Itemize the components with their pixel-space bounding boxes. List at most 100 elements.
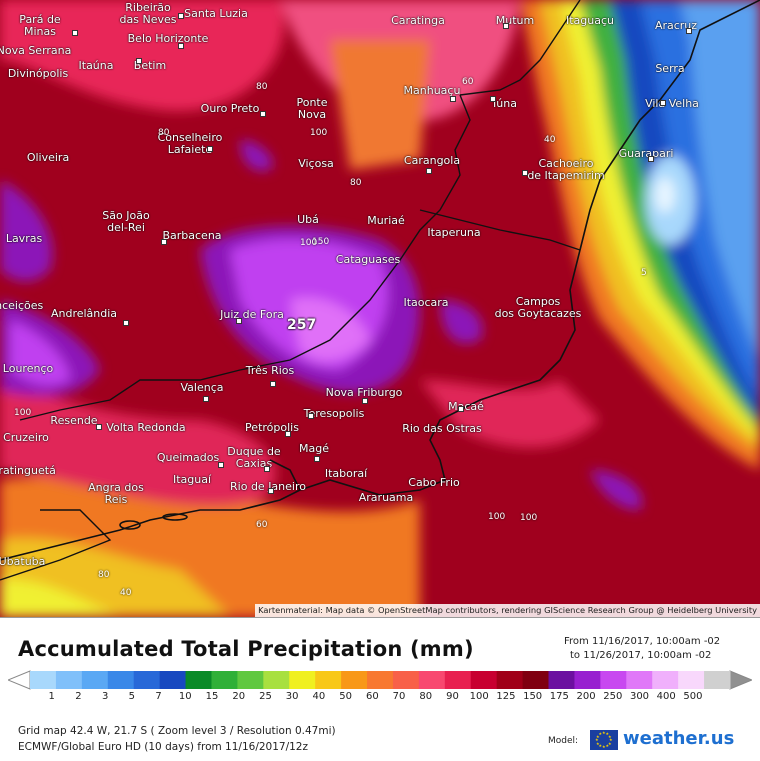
city-marker bbox=[218, 462, 224, 468]
city-marker bbox=[270, 381, 276, 387]
city-label: Nova Friburgo bbox=[325, 386, 403, 399]
eu-star-icon: ★ bbox=[602, 744, 606, 749]
city-label: Ponte Nova bbox=[296, 96, 328, 121]
color-scale-bar bbox=[8, 670, 752, 690]
scale-swatch bbox=[55, 671, 83, 689]
eu-star-icon: ★ bbox=[605, 743, 610, 749]
city-marker bbox=[268, 488, 274, 494]
city-marker bbox=[308, 413, 314, 419]
city-label: Pará de Minas bbox=[19, 13, 61, 38]
city-label: Cachoeiro de Itapemirim bbox=[527, 157, 605, 182]
city-label: Três Rios bbox=[245, 364, 295, 377]
city-marker bbox=[426, 168, 432, 174]
eu-star-icon: ★ bbox=[598, 743, 603, 749]
city-label: Vila Velha bbox=[645, 97, 699, 110]
scale-tick-label: 100 bbox=[469, 691, 489, 702]
city-label: Serra bbox=[655, 62, 685, 75]
city-marker bbox=[207, 146, 213, 152]
scale-swatch bbox=[496, 671, 524, 689]
city-label: Resende bbox=[50, 414, 98, 427]
scale-tick-label: 20 bbox=[232, 691, 246, 702]
scale-tick-label: 7 bbox=[155, 691, 162, 702]
city-label: Volta Redonda bbox=[106, 421, 186, 434]
city-label: São João del-Rei bbox=[102, 209, 150, 234]
scale-tick-label: 400 bbox=[656, 691, 676, 702]
scale-tick-label: 25 bbox=[259, 691, 272, 702]
scale-swatch bbox=[392, 671, 420, 689]
city-marker bbox=[236, 318, 242, 324]
city-marker bbox=[686, 28, 692, 34]
scale-swatch bbox=[548, 671, 575, 689]
city-marker bbox=[203, 396, 209, 402]
city-label: Ribeirão das Neves bbox=[119, 1, 177, 26]
eu-star-icon: ★ bbox=[608, 740, 612, 746]
city-label: Rio de Janeiro bbox=[230, 480, 306, 493]
contour-label: 40 bbox=[544, 135, 556, 145]
city-label: Andrelândia bbox=[50, 307, 118, 320]
scale-swatch bbox=[159, 671, 187, 689]
city-label: Mutum bbox=[495, 14, 535, 27]
city-label: Manhuaçu bbox=[403, 84, 461, 97]
scale-tick-label: 5 bbox=[128, 691, 136, 702]
scale-tick-label: 40 bbox=[312, 691, 326, 702]
scale-tick-label: 125 bbox=[496, 691, 516, 702]
eu-star-icon: ★ bbox=[595, 737, 599, 742]
city-marker bbox=[178, 13, 184, 19]
eu-star-icon: ★ bbox=[602, 730, 606, 735]
contour-label: 60 bbox=[462, 77, 474, 87]
contour-label: 100 bbox=[310, 128, 328, 138]
scale-swatch bbox=[185, 671, 212, 689]
city-label: Angra dos Reis bbox=[88, 481, 144, 506]
scale-tick-label: 50 bbox=[339, 691, 352, 702]
city-marker bbox=[314, 456, 320, 462]
city-marker bbox=[123, 320, 129, 326]
contour-label: 40 bbox=[120, 588, 132, 598]
scale-swatch bbox=[237, 671, 264, 689]
contour-label: 80 bbox=[158, 128, 170, 138]
scale-swatch bbox=[626, 671, 653, 689]
weather-us-logo[interactable]: weather.us bbox=[623, 728, 735, 749]
eu-star-icon: ★ bbox=[595, 740, 600, 746]
scale-tick-label: 30 bbox=[285, 691, 299, 702]
scale-swatch bbox=[315, 671, 342, 689]
city-marker bbox=[285, 431, 291, 437]
date-to: to 11/26/2017, 10:00am -02 bbox=[570, 650, 712, 661]
city-label: Iúna bbox=[493, 97, 517, 110]
scale-swatch bbox=[289, 671, 316, 689]
city-label: Conceições bbox=[0, 299, 44, 312]
city-label: Itaocara bbox=[403, 296, 449, 309]
contour-label: 150 bbox=[312, 237, 330, 247]
scale-swatch bbox=[367, 671, 394, 689]
scale-swatch bbox=[81, 671, 109, 689]
contour-label: 5 bbox=[641, 268, 647, 278]
city-label: Viçosa bbox=[298, 157, 334, 170]
precipitation-map[interactable]: Pará de Minas Ribeirão das Neves Santa Luzia… bbox=[0, 0, 760, 617]
scale-swatch bbox=[341, 671, 368, 689]
city-marker bbox=[648, 156, 654, 162]
contour-label: 100 bbox=[488, 512, 506, 522]
city-label: Petrópolis bbox=[245, 421, 299, 434]
city-label: Itaguaçu bbox=[565, 14, 615, 27]
scale-tick-label: 200 bbox=[576, 691, 596, 702]
contour-label: 80 bbox=[98, 570, 110, 580]
scale-tick-label: 80 bbox=[419, 691, 433, 702]
city-label: Valença bbox=[180, 381, 224, 394]
city-label: Cataguases bbox=[335, 253, 401, 266]
city-label: Rio das Ostras bbox=[402, 422, 482, 435]
city-label: Cabo Frio bbox=[408, 476, 460, 489]
scale-tick-label: 500 bbox=[683, 691, 703, 702]
scale-swatch bbox=[652, 671, 679, 689]
map-attribution[interactable]: Kartenmaterial: Map data © OpenStreetMap… bbox=[255, 604, 760, 617]
contour-label: 80 bbox=[350, 178, 362, 188]
city-marker bbox=[362, 398, 368, 404]
scale-tick-label: 250 bbox=[603, 691, 623, 702]
scale-swatch bbox=[704, 671, 731, 689]
eu-star-icon: ★ bbox=[598, 730, 603, 736]
city-marker bbox=[450, 96, 456, 102]
city-marker bbox=[522, 170, 528, 176]
city-label: Conselheiro Lafaiete bbox=[157, 131, 223, 156]
city-label: Divinópolis bbox=[7, 67, 69, 80]
scale-tick-label: 70 bbox=[392, 691, 406, 702]
city-label: Guaratinguetá bbox=[0, 464, 56, 477]
scale-tick-label: 90 bbox=[446, 691, 459, 702]
